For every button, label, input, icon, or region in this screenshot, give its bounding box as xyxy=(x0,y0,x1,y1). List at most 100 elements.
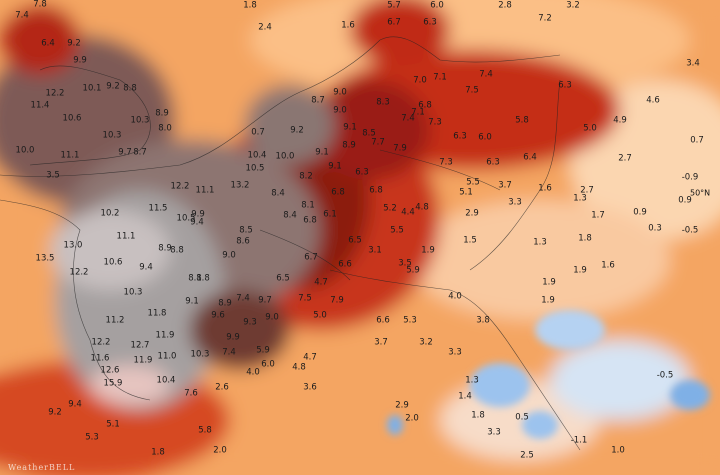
temperature-value: 2.6 xyxy=(215,383,229,393)
temperature-value: 2.8 xyxy=(498,1,512,11)
temperature-value: 9.0 xyxy=(265,313,279,323)
temperature-value: 2.7 xyxy=(580,186,594,196)
temperature-value: 1.3 xyxy=(533,238,547,248)
temperature-value: 12.2 xyxy=(70,268,89,278)
temperature-value: 4.6 xyxy=(646,96,660,106)
temperature-value: 10.2 xyxy=(101,209,120,219)
temperature-value: 0.7 xyxy=(690,136,704,146)
temperature-value: 8.7 xyxy=(133,148,147,158)
temperature-value: 9.1 xyxy=(315,148,329,158)
temperature-value: 1.9 xyxy=(573,266,587,276)
temperature-value: 10.0 xyxy=(276,152,295,162)
temperature-value: 7.4 xyxy=(15,11,29,21)
temperature-value: 11.9 xyxy=(156,331,175,341)
temperature-value: 1.7 xyxy=(591,211,605,221)
temperature-value: 7.4 xyxy=(222,348,236,358)
temperature-value: 0.3 xyxy=(648,224,662,234)
temperature-value: 6.3 xyxy=(355,168,369,178)
temperature-value: 9.0 xyxy=(333,88,347,98)
temperature-value: 13.0 xyxy=(64,241,83,251)
temperature-value: 13.2 xyxy=(231,181,250,191)
temperature-value: 8.9 xyxy=(155,109,169,119)
temperature-value: 2.4 xyxy=(258,23,272,33)
temperature-value: 7.1 xyxy=(433,73,447,83)
temperature-value: -0.5 xyxy=(657,371,674,381)
temperature-value: 1.3 xyxy=(465,376,479,386)
temperature-value: 7.4 xyxy=(479,70,493,80)
value-labels: 7.8 1.8 2.4 1.6 7.4 6.4 9.2 9.9 5.7 6.0 6.7 6.3 2.8 7… xyxy=(15,0,704,461)
temperature-value: 5.0 xyxy=(313,311,327,321)
temperature-value: 8.4 xyxy=(283,211,297,221)
temperature-value: 0.9 xyxy=(633,208,647,218)
temperature-value: 4.0 xyxy=(448,292,462,302)
temperature-value: 8.9 xyxy=(158,244,172,254)
temperature-value: 7.5 xyxy=(465,86,479,96)
temperature-value: 1.9 xyxy=(541,296,555,306)
temperature-value: -0.5 xyxy=(682,226,699,236)
temperature-value: 10.3 xyxy=(191,350,210,360)
temperature-value: 12.7 xyxy=(131,341,150,351)
temperature-value: 9.2 xyxy=(290,126,304,136)
temperature-value: 5.2 xyxy=(383,204,397,214)
temperature-value: 3.7 xyxy=(498,181,512,191)
temperature-value: 3.2 xyxy=(419,338,433,348)
temperature-value: 10.4 xyxy=(248,151,267,161)
temperature-value: 1.9 xyxy=(542,278,556,288)
temperature-value: 6.1 xyxy=(323,210,337,220)
temperature-value: -1.1 xyxy=(571,436,588,446)
temperature-value: 12.6 xyxy=(101,366,120,376)
temperature-value: 3.3 xyxy=(448,348,462,358)
temperature-value: 1.6 xyxy=(538,184,552,194)
temperature-value: 6.3 xyxy=(453,132,467,142)
temperature-value: 3.2 xyxy=(566,1,580,11)
temperature-value: 7.0 xyxy=(413,76,427,86)
temperature-value: 1.6 xyxy=(341,21,355,31)
temperature-value: 1.5 xyxy=(463,236,477,246)
temperature-value: 6.0 xyxy=(430,1,444,11)
temperature-value: 8.6 xyxy=(236,237,250,247)
temperature-value: 8.7 xyxy=(311,96,325,106)
temperature-value: 5.3 xyxy=(403,316,417,326)
temperature-value: 1.8 xyxy=(471,411,485,421)
temperature-value: 9.4 xyxy=(190,218,204,228)
temperature-value: 9.1 xyxy=(328,162,342,172)
temperature-value: 10.5 xyxy=(246,164,265,174)
temperature-value: 5.9 xyxy=(406,266,420,276)
temperature-value: 7.2 xyxy=(538,14,552,24)
temperature-value: 10.1 xyxy=(83,84,102,94)
temperature-value: 1.8 xyxy=(151,448,165,458)
temperature-value: 5.0 xyxy=(583,124,597,134)
temperature-value: 8.0 xyxy=(158,124,172,134)
temperature-value: 7.9 xyxy=(393,144,407,154)
temperature-value: 5.1 xyxy=(459,188,473,198)
temperature-value: 3.6 xyxy=(303,383,317,393)
temperature-value: 9.0 xyxy=(333,106,347,116)
temperature-value: 2.9 xyxy=(395,401,409,411)
temperature-value: 1.9 xyxy=(421,246,435,256)
temperature-value: 10.4 xyxy=(157,376,176,386)
temperature-value: 2.5 xyxy=(520,451,534,461)
temperature-value: 10.3 xyxy=(103,131,122,141)
temperature-value: 1.8 xyxy=(243,1,257,11)
temperature-value: 6.7 xyxy=(387,18,401,28)
temperature-value: 6.5 xyxy=(276,274,290,284)
temperature-value: 10.3 xyxy=(124,288,143,298)
temperature-value: 9.3 xyxy=(243,318,257,328)
temperature-value: 7.5 xyxy=(298,294,312,304)
temperature-value: 10.6 xyxy=(63,114,82,124)
temperature-value: 11.2 xyxy=(106,316,125,326)
temperature-value: 6.6 xyxy=(338,260,352,270)
temperature-value: 5.5 xyxy=(390,226,404,236)
temperature-value: 9.4 xyxy=(139,263,153,273)
temperature-value: 6.8 xyxy=(331,188,345,198)
temperature-value: 7.3 xyxy=(439,158,453,168)
temperature-value: 8.1 xyxy=(188,274,202,284)
temperature-value: 8.4 xyxy=(271,189,285,199)
temperature-value: 11.1 xyxy=(61,151,80,161)
temperature-value: 9.7 xyxy=(118,148,132,158)
temperature-value: 9.9 xyxy=(191,210,205,220)
temperature-value: 6.6 xyxy=(376,316,390,326)
temperature-value: 9.0 xyxy=(222,251,236,261)
temperature-value: 11.1 xyxy=(196,186,215,196)
